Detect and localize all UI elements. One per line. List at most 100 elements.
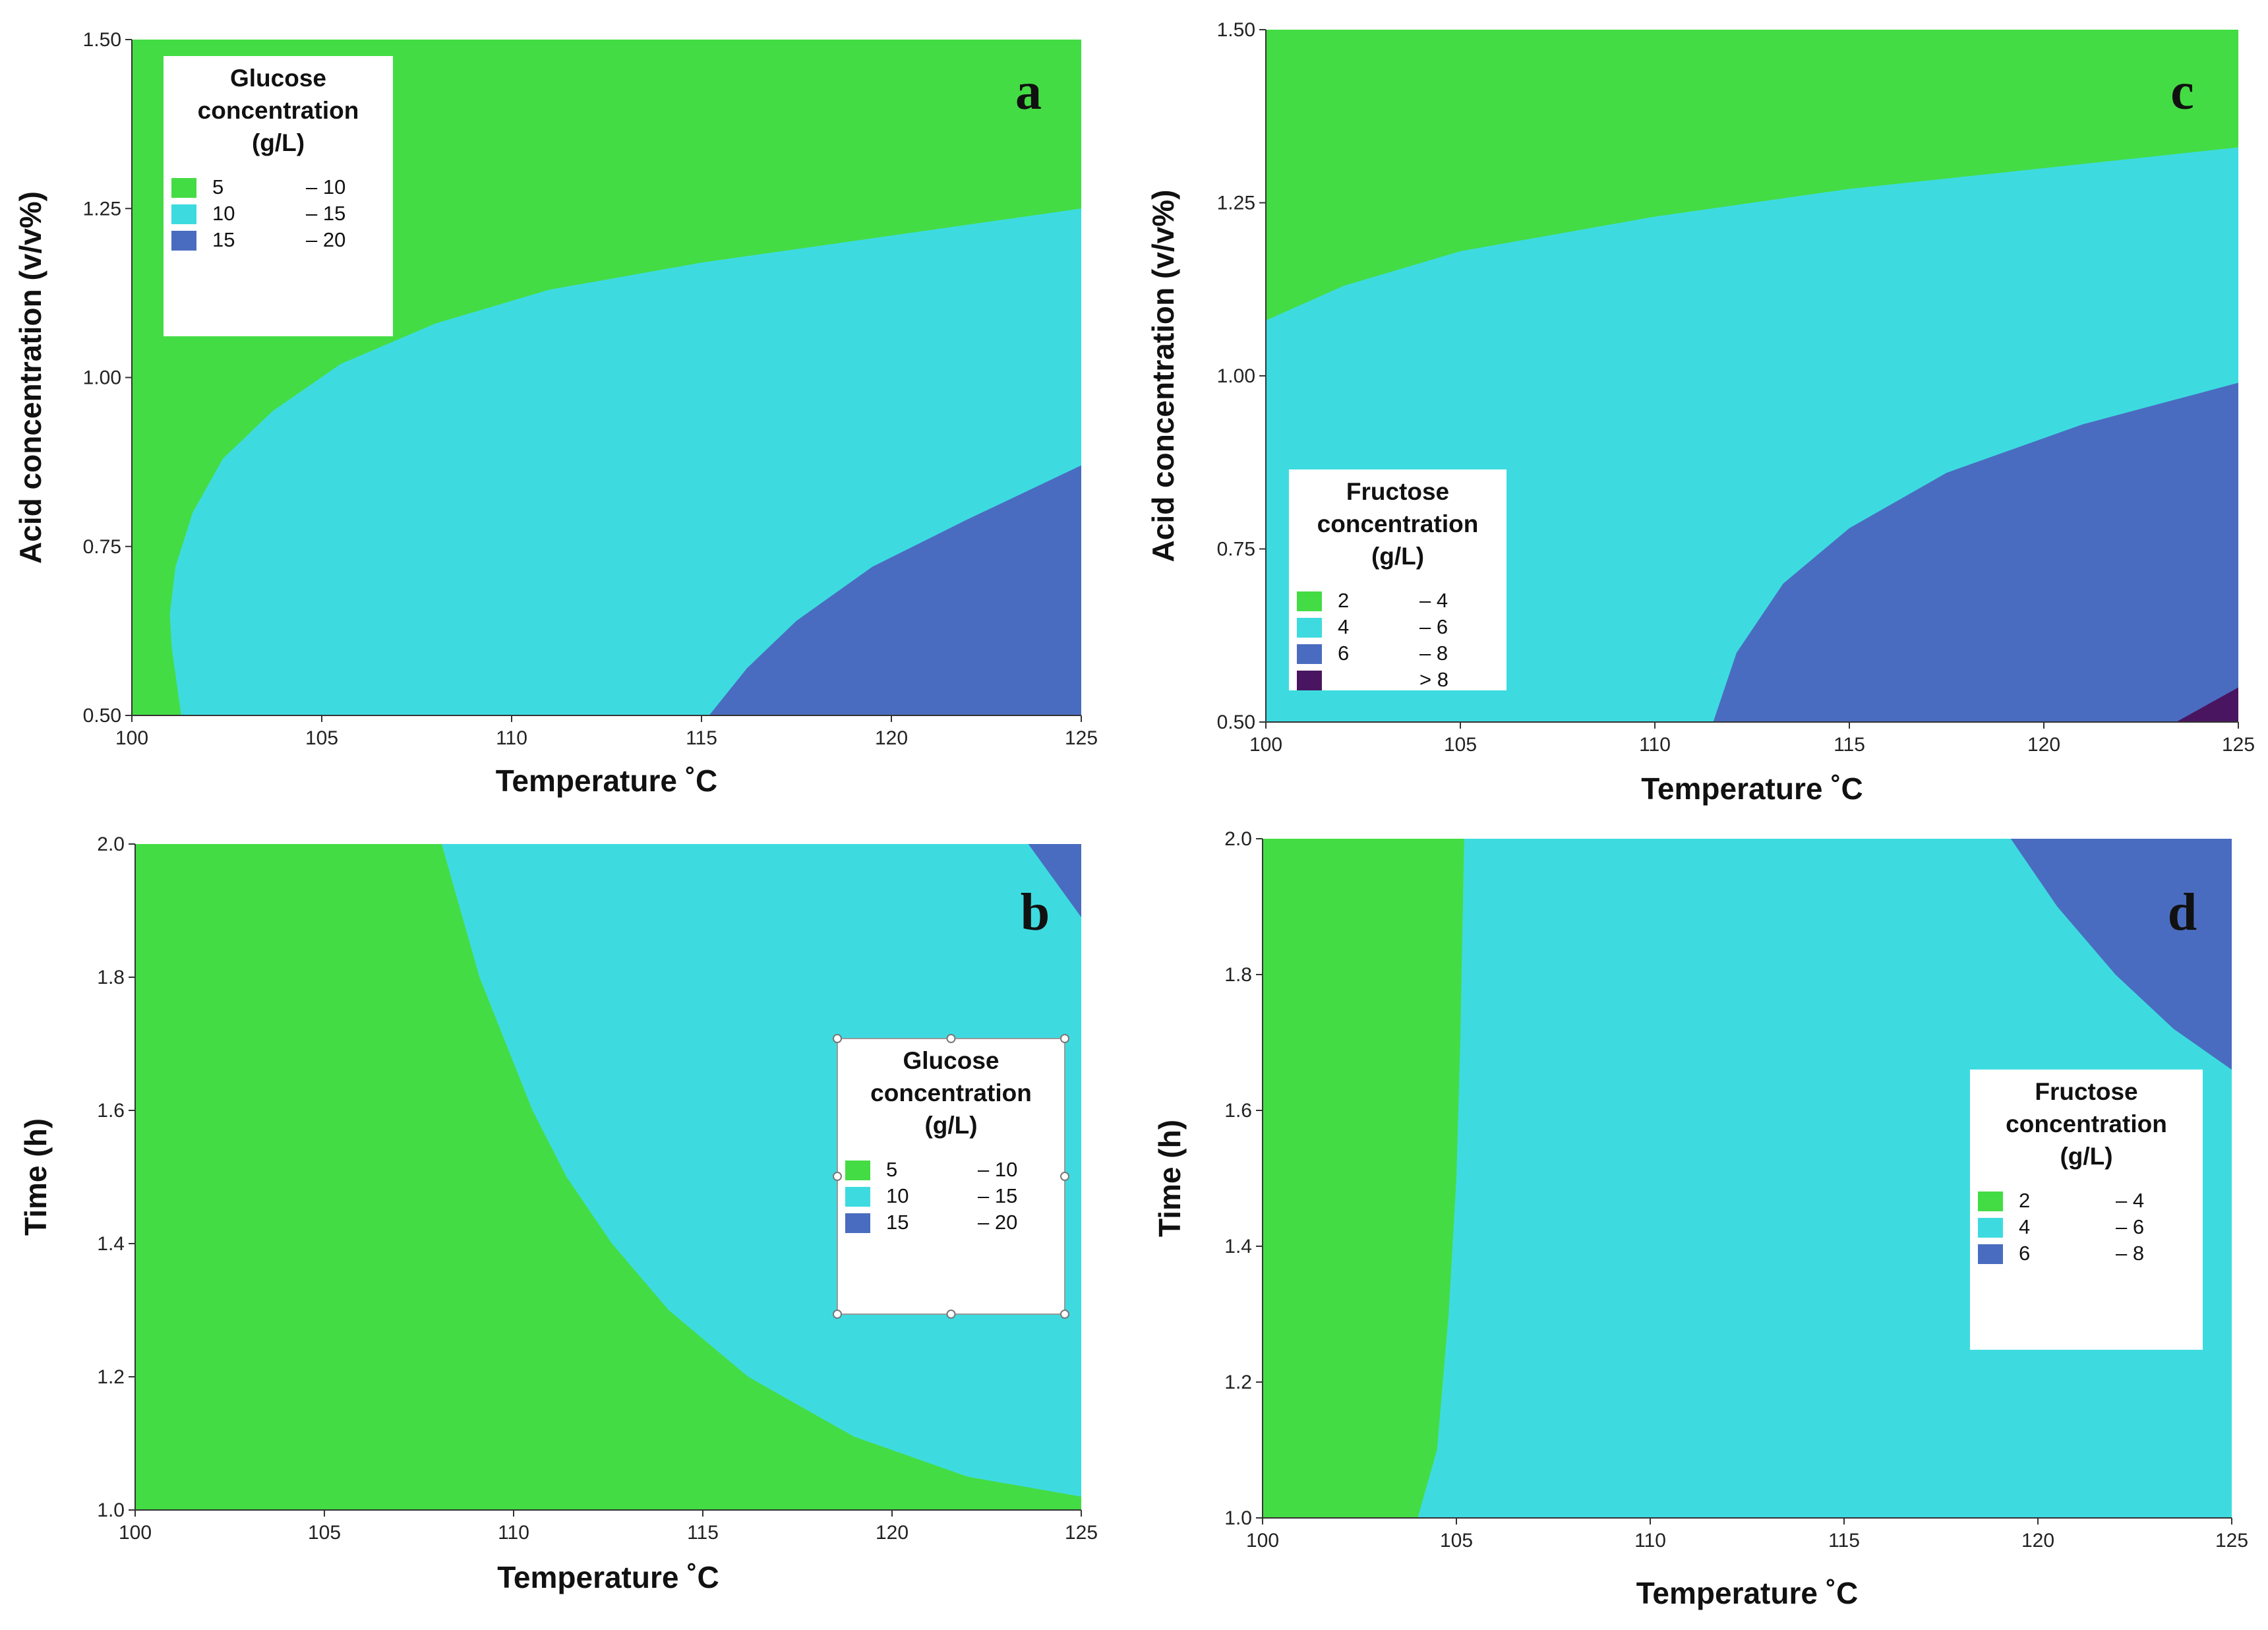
- selection-handle[interactable]: [946, 1034, 956, 1043]
- legend-low: 5: [886, 1158, 897, 1181]
- legend-low: 15: [212, 228, 235, 251]
- region-blue: [1028, 844, 1081, 918]
- legend-low: 2: [2019, 1189, 2030, 1212]
- selection-handle[interactable]: [1060, 1172, 1069, 1181]
- x-tick-label: 115: [687, 1522, 719, 1544]
- legend-high: – 4: [1419, 589, 1448, 612]
- legend-swatch: [845, 1213, 870, 1233]
- legend-title: concentration: [198, 97, 359, 124]
- legend-title: (g/L): [924, 1112, 977, 1139]
- legend-high: – 10: [978, 1158, 1017, 1181]
- legend-swatch: [1978, 1244, 2003, 1264]
- legend-high: – 15: [978, 1184, 1017, 1207]
- legend-low: 10: [212, 202, 235, 225]
- legend-title: concentration: [1317, 510, 1479, 537]
- y-tick-label: 1.8: [1224, 964, 1252, 986]
- y-tick-label: 1.6: [97, 1100, 125, 1122]
- x-tick-label: 120: [2021, 1530, 2054, 1552]
- legend-high: – 6: [2116, 1215, 2144, 1238]
- legend: Fructose concentration (g/L) 2 – 4 4 – 6 6 – 8: [1970, 1070, 2203, 1350]
- panel-d: 100 105 110 115 120 125 1.0 1.2 1.4 1.6 1.8 2.0 Temp…: [1152, 828, 2248, 1610]
- y-axis-label: Acid concentration (v/v%): [1146, 190, 1180, 562]
- selection-handle[interactable]: [1060, 1034, 1069, 1043]
- legend-swatch: [171, 204, 196, 224]
- x-tick-label: 100: [1246, 1530, 1279, 1552]
- selection-handle[interactable]: [833, 1310, 842, 1319]
- legend-title: concentration: [870, 1079, 1032, 1106]
- legend-title: Fructose: [1346, 478, 1449, 505]
- y-axis-label: Time (h): [18, 1118, 53, 1236]
- legend-box: [1289, 469, 1507, 690]
- legend-swatch: [1978, 1192, 2003, 1211]
- legend-low: 4: [2019, 1215, 2030, 1238]
- panel-letter: c: [2170, 63, 2194, 121]
- x-axis-label: Temperature ˚C: [1641, 771, 1863, 806]
- x-tick-label: 110: [1634, 1530, 1666, 1552]
- legend-high: – 6: [1419, 615, 1448, 638]
- x-tick-label: 120: [2027, 734, 2060, 756]
- region-purple: [2176, 687, 2238, 722]
- y-tick-label: 2.0: [1224, 828, 1252, 850]
- legend-low: 6: [1338, 642, 1349, 665]
- y-axis-label: Time (h): [1152, 1120, 1187, 1237]
- y-tick-label: 1.00: [1217, 365, 1255, 387]
- y-tick-label: 0.50: [83, 705, 121, 727]
- x-tick-label: 100: [115, 727, 148, 749]
- y-tick-label: 0.75: [1217, 539, 1255, 560]
- x-tick-label: 105: [305, 727, 338, 749]
- panel-a: 100 105 110 115 120 1250.500.751.001.251.50Te…: [13, 29, 1098, 798]
- x-tick-label: 115: [1834, 734, 1865, 756]
- region-blue: [709, 465, 1081, 715]
- y-axis-label: Acid concentration (v/v%): [13, 191, 47, 564]
- panel-letter: d: [2168, 884, 2197, 942]
- selection-handle[interactable]: [946, 1310, 956, 1319]
- y-tick-label: 1.2: [1224, 1372, 1252, 1393]
- legend-high: – 10: [306, 175, 345, 198]
- legend-high: – 20: [978, 1211, 1017, 1234]
- x-axis-label: Temperature ˚C: [1636, 1576, 1859, 1610]
- legend-swatch: [1297, 591, 1322, 611]
- region-cyan: [441, 844, 1081, 1497]
- legend-title: (g/L): [1371, 543, 1424, 570]
- y-tick-label: 1.0: [1224, 1507, 1252, 1529]
- legend-swatch: [845, 1161, 870, 1180]
- selection-handle[interactable]: [833, 1172, 842, 1181]
- legend-low: 15: [886, 1211, 909, 1234]
- x-tick-label: 125: [2215, 1530, 2248, 1552]
- legend-low: 6: [2019, 1242, 2030, 1265]
- region-blue: [1713, 382, 2238, 722]
- x-tick-label: 105: [1444, 734, 1477, 756]
- y-tick-label: 1.4: [1224, 1236, 1252, 1257]
- legend-box: [164, 56, 393, 336]
- legend-title: (g/L): [252, 129, 305, 156]
- panel-c: 100 105 110 115 120 125 0.50 0.75 1.00 1.25 1.50 Te…: [1146, 19, 2255, 806]
- legend-title: concentration: [2006, 1110, 2167, 1137]
- region-blue: [2010, 839, 2232, 1070]
- legend-swatch: [1297, 671, 1322, 690]
- legend-title: (g/L): [2060, 1143, 2112, 1170]
- x-tick-label: 120: [876, 1522, 909, 1544]
- panel-letter: b: [1021, 884, 1050, 942]
- x-tick-label: 125: [1065, 727, 1098, 749]
- legend-high: – 15: [306, 202, 345, 225]
- x-tick-label: 105: [308, 1522, 341, 1544]
- y-tick-label: 1.00: [83, 367, 121, 389]
- legend: Glucose concentration (g/L) 5 – 10 10 – 15 15 – …: [833, 1034, 1069, 1319]
- legend-high: – 20: [306, 228, 345, 251]
- panel-b: 100 105 110 115 120 1251.01.21.41.61.82.0Temp…: [18, 833, 1098, 1594]
- panel-letter: a: [1015, 63, 1042, 121]
- y-tick-label: 2.0: [97, 833, 125, 855]
- legend: Glucose concentration (g/L) 5 – 10 10 – 15 15 – …: [164, 56, 393, 336]
- selection-handle[interactable]: [1060, 1310, 1069, 1319]
- y-tick-label: 1.25: [1217, 193, 1255, 214]
- legend-title: Glucose: [903, 1047, 1000, 1074]
- y-tick-label: 1.8: [97, 967, 125, 988]
- y-tick-label: 0.50: [1217, 711, 1255, 733]
- selection-handle[interactable]: [833, 1034, 842, 1043]
- legend-low: 5: [212, 175, 224, 198]
- legend-swatch: [171, 231, 196, 251]
- y-tick-label: 0.75: [83, 536, 121, 558]
- legend-low: 4: [1338, 615, 1349, 638]
- legend-title: Glucose: [230, 65, 326, 92]
